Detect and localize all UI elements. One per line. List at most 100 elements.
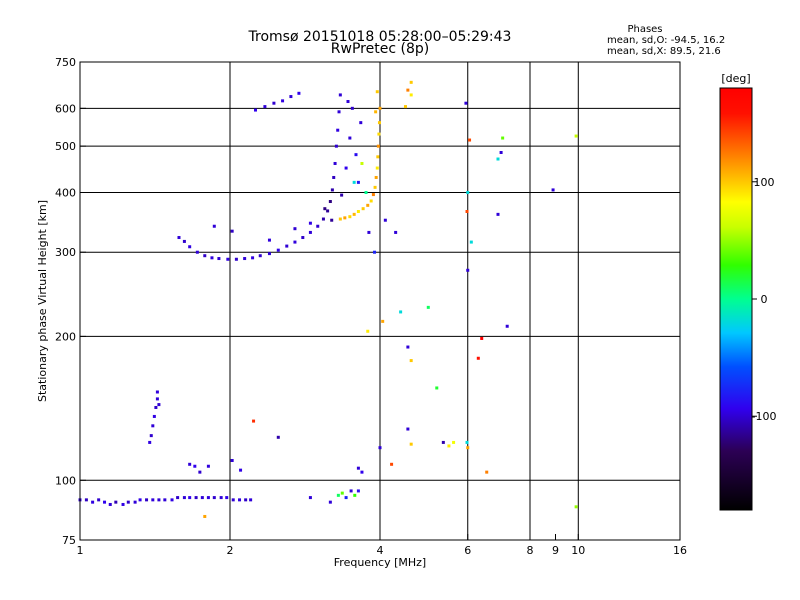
echo-point: [328, 200, 332, 204]
phase-stats-o-mode: mean, sd,O: -94.5, 16.2: [607, 35, 725, 46]
echo-point: [198, 470, 202, 474]
echo-point: [371, 193, 375, 197]
echo-point: [343, 216, 347, 220]
echo-point: [121, 502, 125, 506]
echo-point: [176, 496, 180, 500]
echo-point: [426, 305, 430, 309]
y-tick-label: 300: [55, 246, 76, 259]
echo-point: [210, 256, 214, 260]
echo-point: [206, 464, 210, 468]
echo-point: [376, 144, 380, 148]
echo-point: [376, 155, 380, 159]
echo-point: [157, 403, 161, 407]
colorbar: [deg] 100 0 -100: [719, 72, 777, 511]
phase-stats-x-mode: mean, sd,X: 89.5, 21.6: [607, 46, 721, 57]
echo-point: [188, 245, 192, 249]
colorbar-unit-label: [deg]: [721, 72, 750, 85]
echo-point: [383, 218, 387, 222]
echo-point: [243, 257, 247, 261]
chart-title: Tromsø 20151018 05:28:00–05:29:43: [248, 29, 512, 45]
echo-point: [281, 99, 285, 103]
echo-point: [182, 239, 186, 243]
echo-point: [344, 496, 348, 500]
echo-point: [148, 440, 152, 444]
echo-point: [340, 193, 344, 197]
echo-point: [435, 386, 439, 390]
echo-point: [468, 138, 472, 142]
x-tick-label: 4: [377, 544, 384, 557]
echo-point: [406, 427, 410, 431]
echo-point: [231, 498, 235, 502]
echo-point: [399, 310, 403, 314]
echo-point: [346, 100, 350, 104]
echo-point: [480, 336, 484, 340]
echo-point: [356, 489, 360, 493]
echo-point: [200, 496, 204, 500]
echo-point: [308, 496, 312, 500]
y-axis-ticks: 75 100 200 300 400 500 600 750: [55, 56, 86, 547]
y-tick-label: 100: [55, 474, 76, 487]
echo-point: [338, 217, 342, 221]
echo-point: [447, 444, 451, 448]
echo-point: [394, 230, 398, 234]
echo-point: [151, 424, 155, 428]
echo-point: [375, 90, 379, 94]
echo-point: [289, 95, 293, 99]
echo-point: [203, 514, 207, 518]
echo-point: [188, 496, 192, 500]
echo-point: [203, 254, 207, 258]
colorbar-tick-label: 100: [754, 176, 775, 189]
echo-point: [353, 493, 357, 497]
echo-point: [234, 257, 238, 261]
echo-point: [285, 244, 289, 248]
echo-point: [409, 442, 413, 446]
echo-point: [297, 91, 301, 95]
data-points: [78, 80, 578, 518]
x-tick-label: 1: [77, 544, 84, 557]
echo-point: [316, 224, 320, 228]
echo-point: [361, 207, 365, 211]
echo-point: [469, 240, 473, 244]
echo-point: [114, 500, 118, 504]
echo-point: [225, 496, 229, 500]
echo-point: [151, 498, 155, 502]
echo-point: [344, 166, 348, 170]
echo-point: [390, 462, 394, 466]
y-axis-label: Stationary phase Virtual Height [km]: [36, 200, 49, 402]
echo-point: [249, 498, 253, 502]
echo-point: [170, 498, 174, 502]
echo-point: [348, 215, 352, 219]
echo-point: [91, 500, 95, 504]
echo-point: [367, 230, 371, 234]
echo-point: [217, 257, 221, 261]
echo-point: [466, 268, 470, 272]
echo-point: [330, 188, 334, 192]
echo-point: [378, 446, 382, 450]
echo-point: [356, 466, 360, 470]
echo-point: [230, 229, 234, 233]
y-tick-label: 600: [55, 102, 76, 115]
echo-point: [97, 498, 101, 502]
echo-point: [323, 207, 327, 211]
echo-point: [338, 93, 342, 97]
echo-point: [145, 498, 149, 502]
echo-point: [177, 236, 181, 240]
echo-point: [360, 470, 364, 474]
echo-point: [501, 136, 505, 140]
echo-point: [126, 500, 130, 504]
y-tick-label: 75: [62, 534, 76, 547]
echo-point: [574, 505, 578, 509]
echo-point: [333, 161, 337, 165]
echo-point: [212, 496, 216, 500]
colorbar-ticks: 100 0 -100: [752, 176, 777, 423]
echo-point: [293, 227, 297, 231]
echo-point: [406, 88, 410, 92]
x-tick-label: 2: [227, 544, 234, 557]
echo-point: [326, 209, 330, 213]
echo-point: [366, 329, 370, 333]
echo-point: [499, 150, 503, 154]
phase-stats-heading: Phases: [627, 24, 662, 35]
echo-point: [230, 458, 234, 462]
echo-point: [301, 236, 305, 240]
